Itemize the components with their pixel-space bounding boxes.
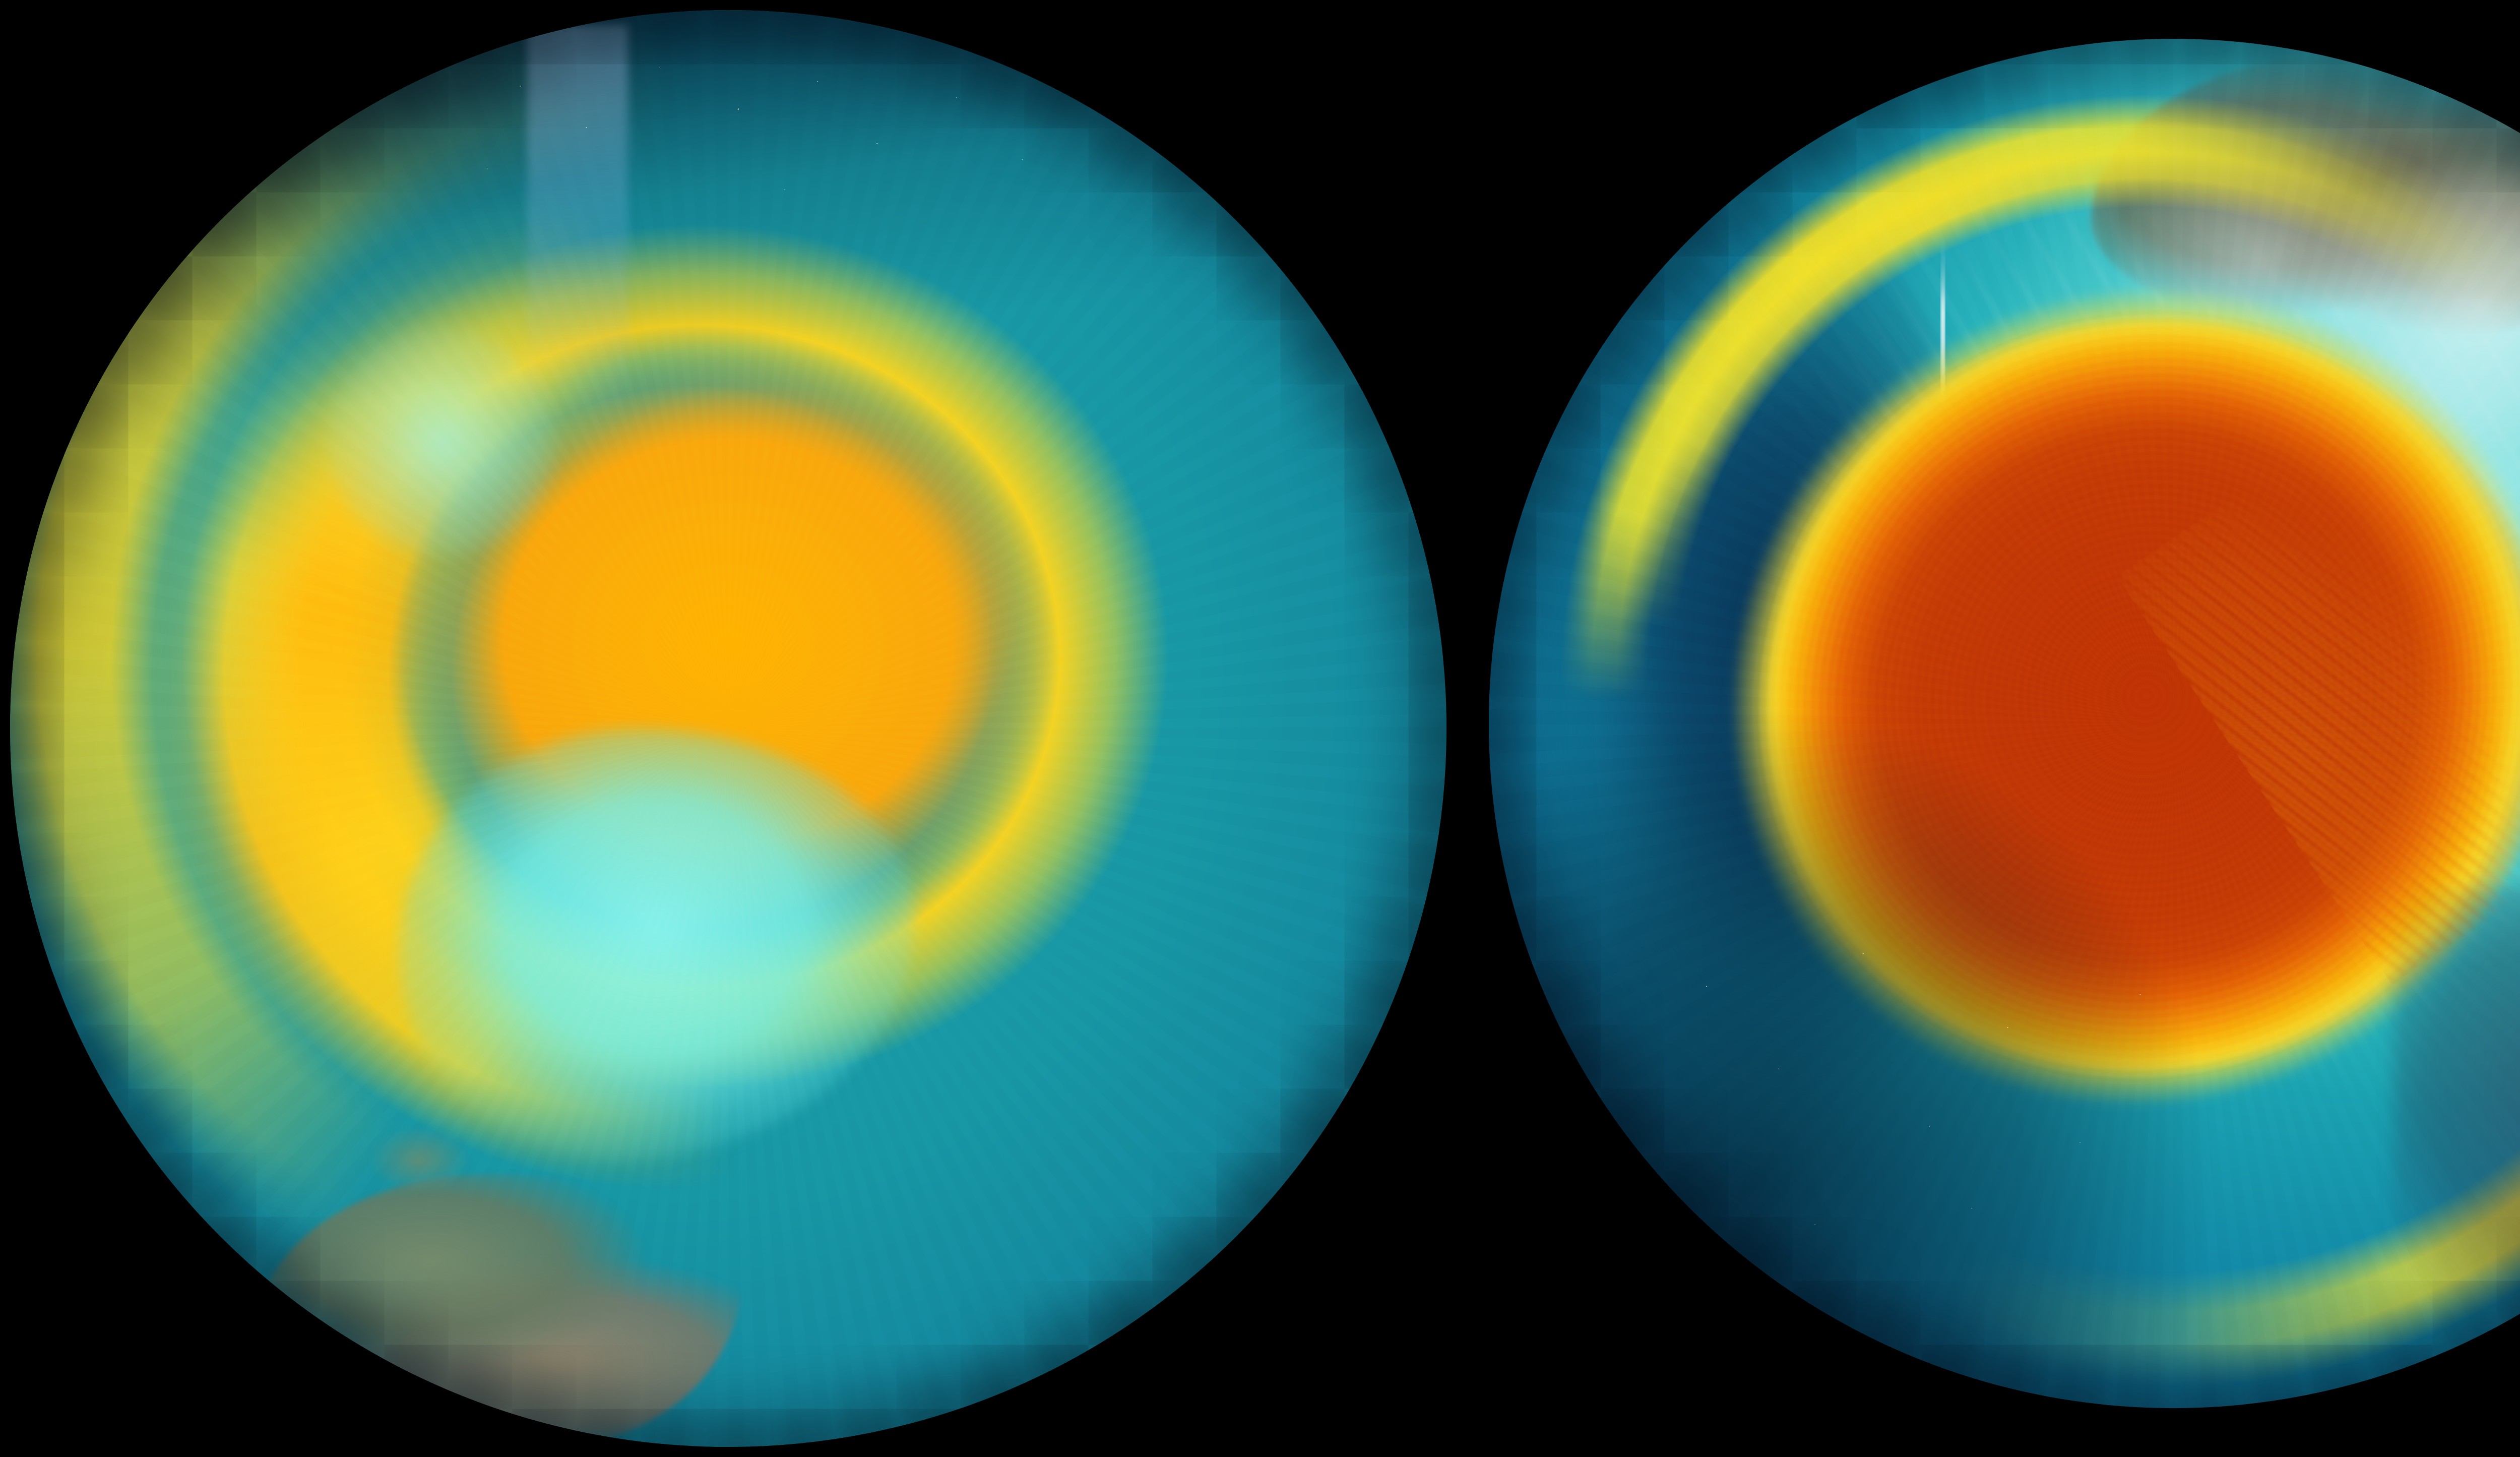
globe-northern-hemisphere[interactable]: Northern Hemisphere polar view [1489, 39, 2520, 1408]
southern-terminator-shading [10, 10, 1446, 1447]
northern-city-lights [1598, 887, 2201, 1299]
globe-southern-hemisphere[interactable]: Southern Hemisphere polar view [10, 10, 1446, 1447]
northern-terminator-wedge [2392, 887, 2520, 1381]
southern-city-lights [441, 17, 1102, 248]
